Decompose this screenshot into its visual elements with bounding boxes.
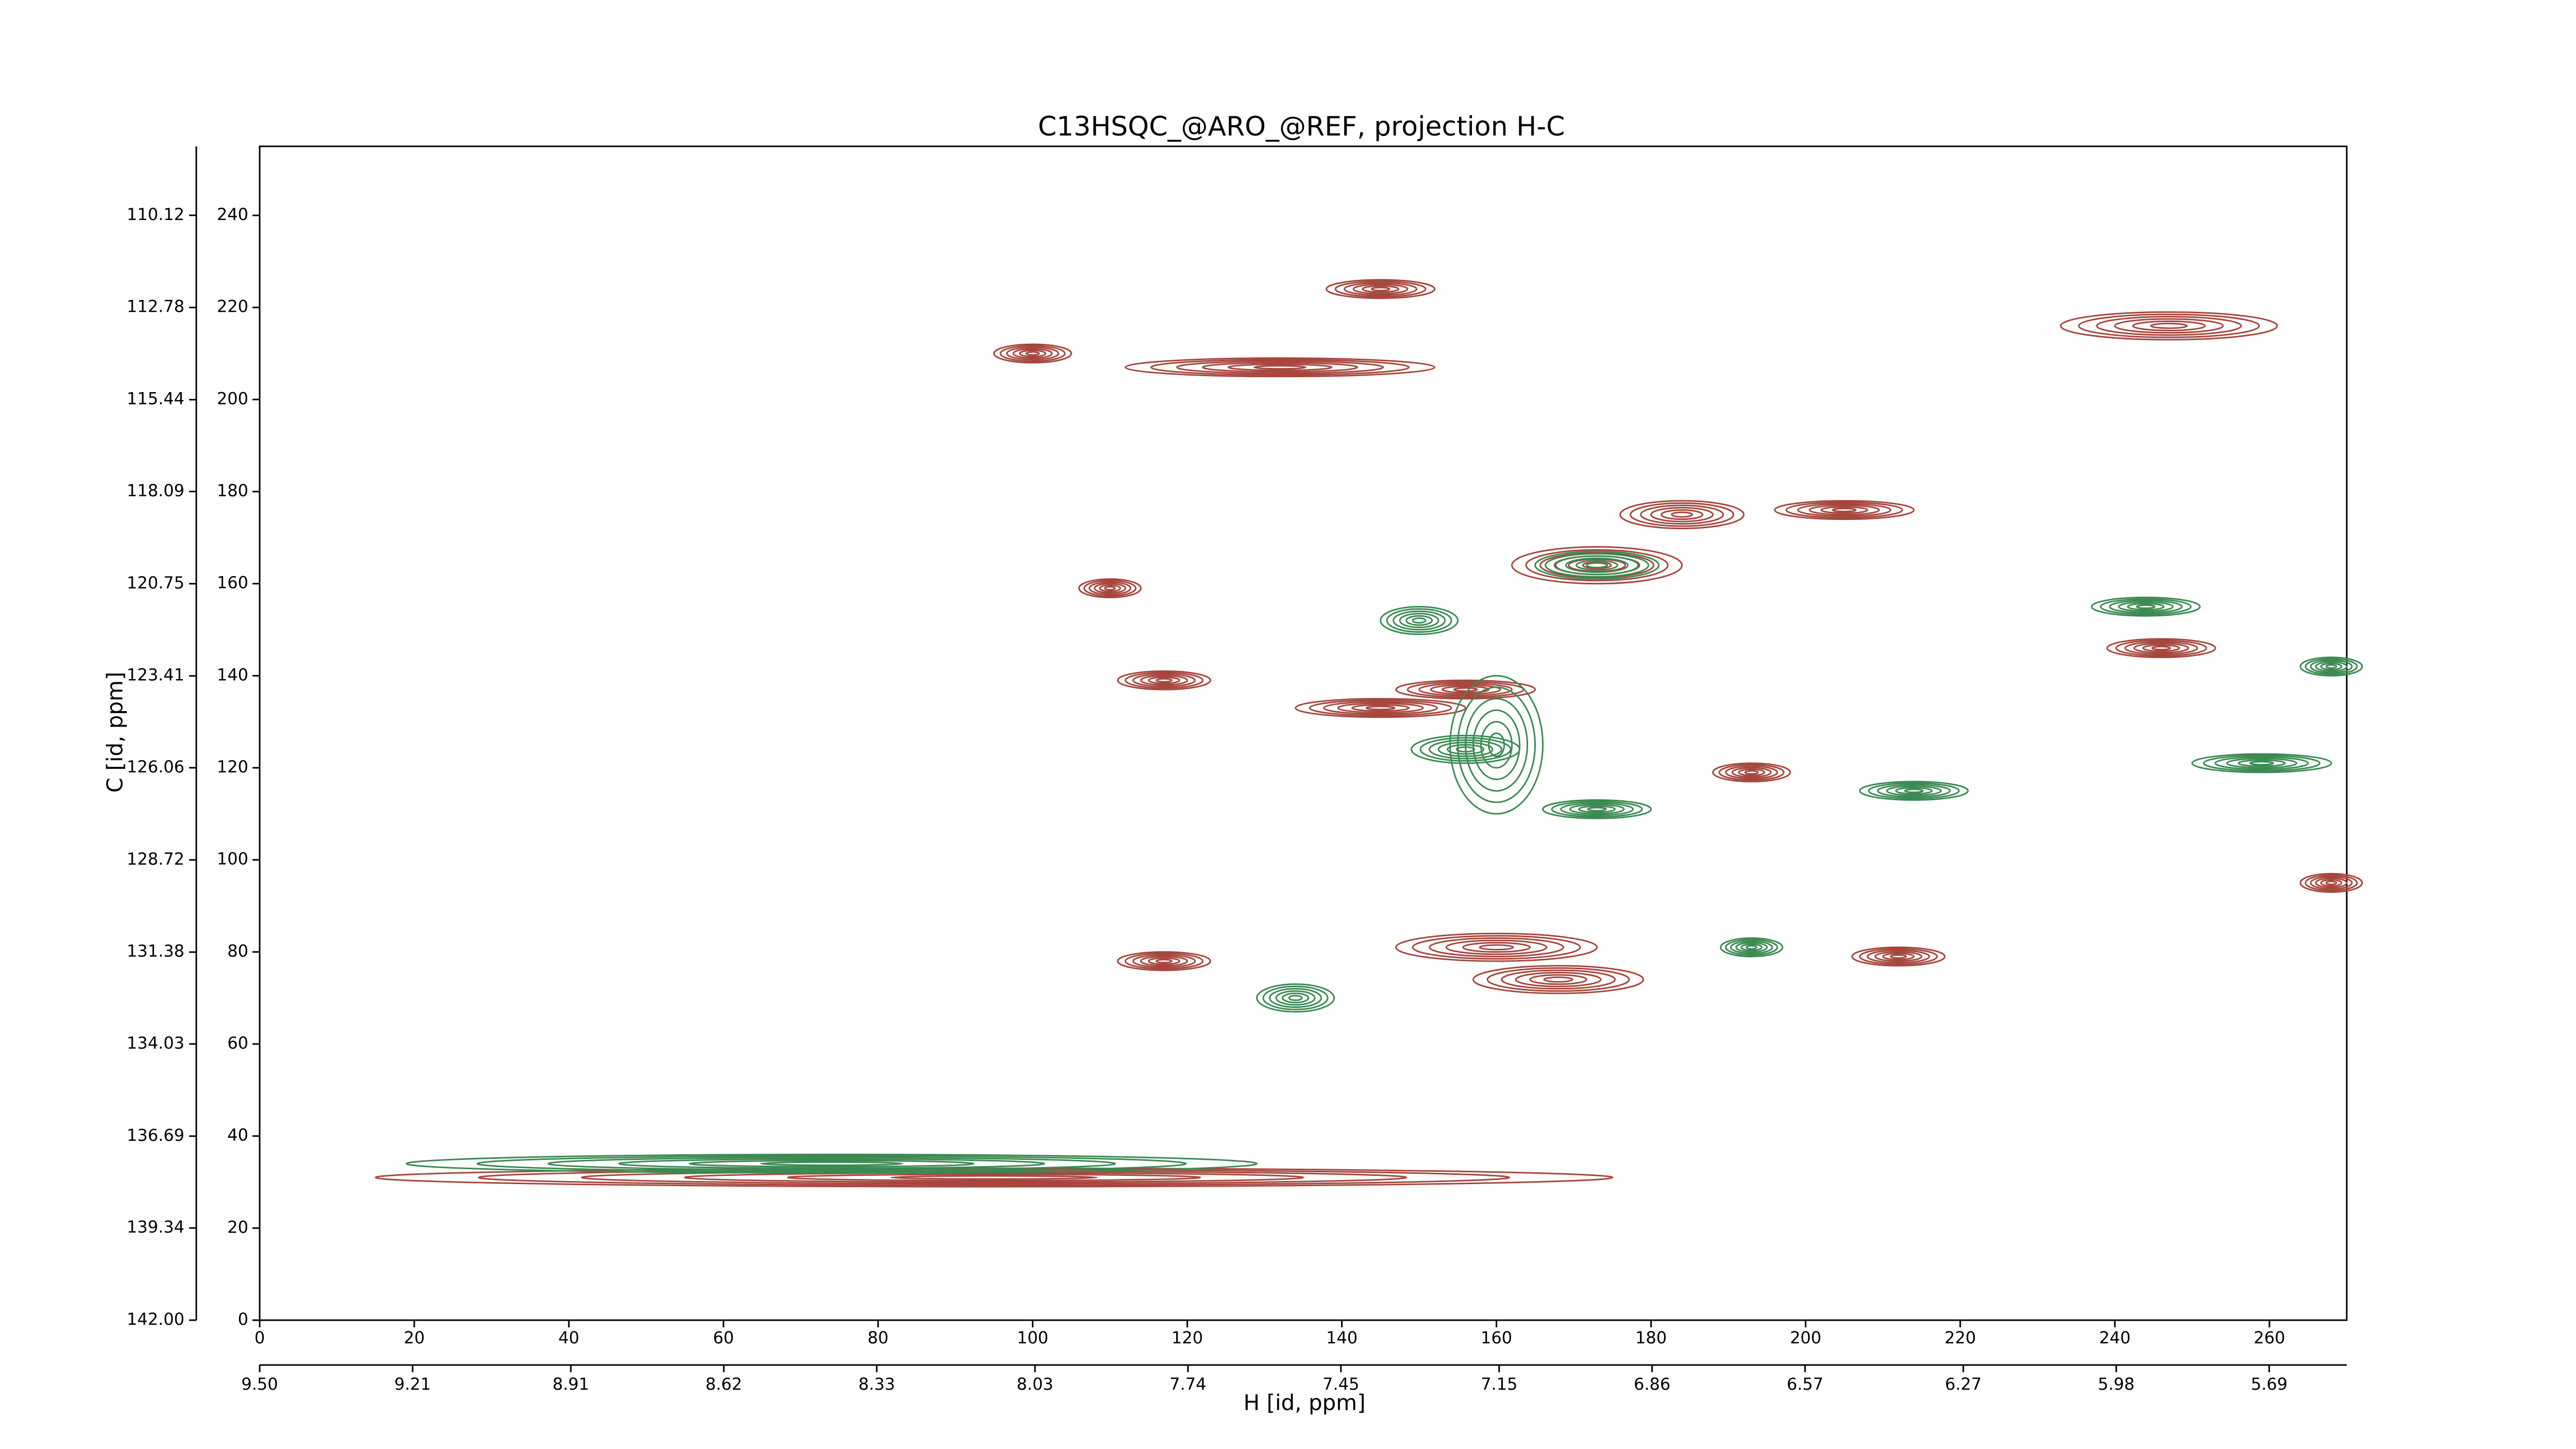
y2-tick-label: 131.38	[127, 941, 184, 961]
peak-contour	[1380, 605, 1459, 635]
y-tick-label: 140	[217, 665, 248, 684]
y-axis-label: C [id, ppm]	[103, 672, 128, 793]
peak-contour	[1859, 781, 1969, 801]
peak-contour	[1116, 951, 1211, 971]
peak-contour	[1534, 550, 1660, 580]
y2-tick-label: 120.75	[127, 573, 184, 593]
y-tick-label: 60	[227, 1033, 248, 1053]
y-tick-label: 200	[217, 389, 248, 408]
y2-tick-label: 128.72	[127, 849, 184, 869]
x2-tick-label: 5.98	[2098, 1374, 2134, 1394]
peak-contour	[1294, 698, 1467, 718]
peak-contour	[1326, 279, 1436, 299]
y-tick-label: 120	[217, 757, 248, 777]
x-tick-label: 200	[1790, 1328, 1821, 1347]
x2-tick-label: 5.69	[2251, 1374, 2287, 1394]
peak-contour	[405, 1153, 1258, 1174]
peak-contour	[1449, 674, 1544, 815]
x2-tick-label: 8.91	[552, 1374, 589, 1394]
y2-tick-label: 142.00	[127, 1309, 184, 1329]
y-tick-label: 40	[227, 1125, 248, 1145]
y-tick-label: 0	[238, 1309, 248, 1329]
peak-contour	[2299, 872, 2363, 893]
x-tick-label: 0	[255, 1328, 265, 1347]
y2-tick-label: 136.69	[127, 1125, 184, 1145]
x2-tick-label: 7.45	[1323, 1374, 1359, 1394]
peak-contour	[1720, 937, 1784, 957]
peak-contour	[1619, 500, 1745, 529]
y-tick-label: 240	[217, 205, 248, 224]
x2-tick-label: 7.15	[1481, 1374, 1517, 1394]
peak-contour	[375, 1167, 1614, 1188]
y2-tick-label: 134.03	[127, 1033, 184, 1053]
y-tick-label: 100	[217, 849, 248, 869]
peak-contour	[2106, 638, 2216, 659]
x2-tick-label: 6.86	[1634, 1374, 1670, 1394]
x-tick-label: 80	[868, 1328, 889, 1347]
y-tick-label: 180	[217, 481, 248, 500]
y-tick-label: 220	[217, 297, 248, 316]
x-tick-label: 180	[1635, 1328, 1667, 1347]
peak-contour	[1851, 946, 1946, 967]
peak-contour	[1395, 933, 1598, 962]
peak-contour	[1774, 500, 1915, 520]
x-tick-label: 120	[1172, 1328, 1203, 1347]
peak-contour	[1124, 357, 1436, 378]
x2-tick-label: 9.21	[394, 1374, 431, 1394]
peak-contour	[1712, 762, 1791, 783]
peak-contour	[1411, 734, 1521, 764]
peak-contour	[2060, 311, 2278, 341]
plot-frame	[259, 145, 2348, 1321]
x2-tick-label: 8.33	[858, 1374, 895, 1394]
y2-tick-label: 115.44	[127, 389, 184, 409]
x-tick-label: 60	[713, 1328, 734, 1347]
peak-contour	[993, 343, 1072, 364]
peak-contour	[1511, 546, 1683, 585]
peak-contour	[1256, 983, 1335, 1013]
x2-tick-label: 6.27	[1945, 1374, 1981, 1394]
peak-contour	[1078, 578, 1142, 598]
peak-contour	[2299, 656, 2363, 677]
x2-tick-label: 9.50	[241, 1374, 278, 1394]
y2-tick-label: 139.34	[127, 1217, 184, 1237]
x2-tick-label: 8.62	[705, 1374, 742, 1394]
peak-contour	[1395, 679, 1536, 700]
y2-tick-label: 123.41	[127, 665, 184, 685]
peak-contour	[1116, 670, 1211, 690]
x2-tick-label: 7.74	[1170, 1374, 1206, 1394]
x-axis-label: H [id, ppm]	[1244, 1390, 1366, 1416]
y2-tick-label: 112.78	[127, 297, 184, 316]
x-tick-label: 260	[2253, 1328, 2285, 1347]
x-tick-label: 100	[1017, 1328, 1048, 1347]
y-tick-label: 20	[227, 1217, 248, 1237]
x-tick-label: 40	[558, 1328, 580, 1347]
x2-tick-label: 6.57	[1787, 1374, 1823, 1394]
peak-contour	[2091, 596, 2201, 617]
x-tick-label: 240	[2099, 1328, 2130, 1347]
x-tick-label: 160	[1481, 1328, 1512, 1347]
y-tick-label: 80	[227, 941, 248, 961]
y2-tick-label: 126.06	[127, 757, 184, 777]
x-tick-label: 20	[404, 1328, 425, 1347]
x-tick-label: 220	[1944, 1328, 1976, 1347]
x2-tick-label: 8.03	[1016, 1374, 1053, 1394]
x-tick-label: 140	[1326, 1328, 1358, 1347]
peak-contour	[1472, 965, 1645, 995]
peak-contour	[2191, 753, 2332, 773]
y2-tick-label: 110.12	[127, 205, 184, 224]
y2-tick-label: 118.09	[127, 481, 184, 500]
y-tick-label: 160	[217, 573, 248, 593]
chart-title: C13HSQC_@ARO_@REF, projection H-C	[1038, 111, 1565, 142]
peak-contour	[1542, 799, 1652, 819]
